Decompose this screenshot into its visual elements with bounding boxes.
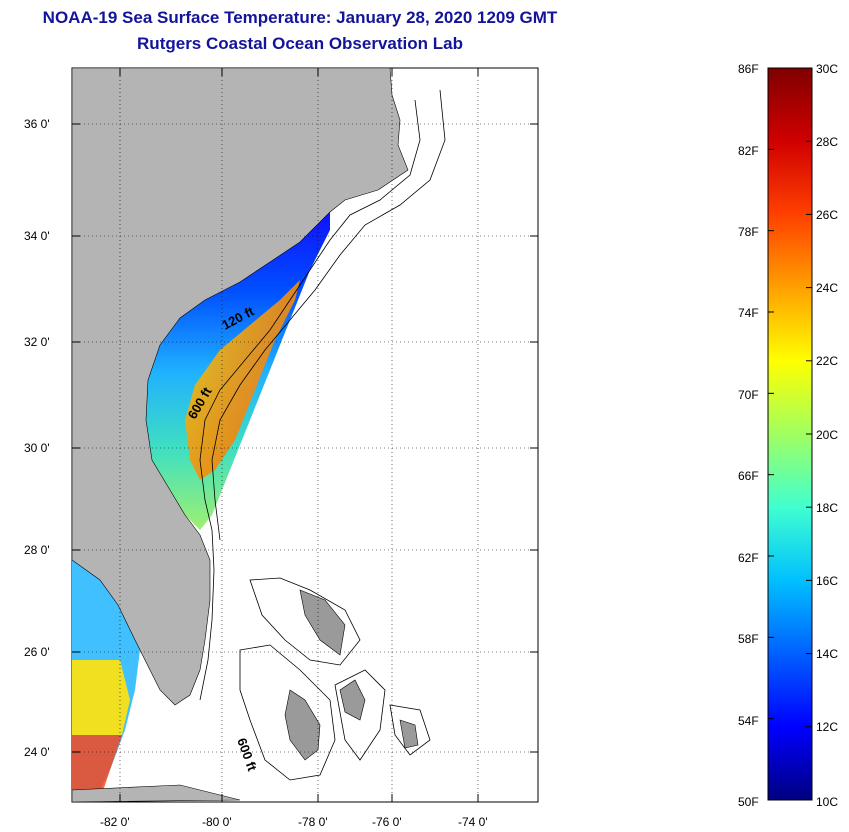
x-tick-label: -80 0' xyxy=(202,815,232,829)
land-bahamas-1 xyxy=(299,589,346,656)
land-bahamas-4 xyxy=(399,719,419,749)
colorbar-c-label: 28C xyxy=(816,135,838,149)
colorbar-f-label: 78F xyxy=(738,225,759,239)
colorbar-f-label: 50F xyxy=(738,795,759,809)
colorbar-c-label: 26C xyxy=(816,208,838,222)
map-panel: 120 ft 600 ft 600 ft xyxy=(24,67,539,829)
colorbar-c-label: 12C xyxy=(816,720,838,734)
colorbar-c-label: 24C xyxy=(816,281,838,295)
colorbar-f-label: 54F xyxy=(738,714,759,728)
chart-subtitle: Rutgers Coastal Ocean Observation Lab xyxy=(137,34,463,53)
colorbar-f-label: 82F xyxy=(738,144,759,158)
land-cuba xyxy=(71,784,241,803)
colorbar-f-label: 70F xyxy=(738,388,759,402)
colorbar-c-label: 22C xyxy=(816,354,838,368)
x-tick-label: -76 0' xyxy=(372,815,402,829)
colorbar-f-label: 66F xyxy=(738,469,759,483)
land-bahamas-3 xyxy=(339,679,366,721)
land-mainland xyxy=(71,67,409,706)
land-bahamas-2 xyxy=(284,689,321,761)
colorbar-c-label: 20C xyxy=(816,428,838,442)
y-tick-label: 32 0' xyxy=(24,335,50,349)
y-tick-label: 28 0' xyxy=(24,543,50,557)
contour-600ft xyxy=(211,89,446,541)
colorbar-f-label: 74F xyxy=(738,306,759,320)
x-tick-label: -78 0' xyxy=(298,815,328,829)
y-tick-label: 36 0' xyxy=(24,117,50,131)
colorbar-c-label: 30C xyxy=(816,62,838,76)
x-tick-label: -82 0' xyxy=(100,815,130,829)
contour-120ft xyxy=(199,99,421,701)
colorbar: 86F 82F 78F 74F 70F 66F 62F 58F 54F 50F … xyxy=(738,62,838,809)
y-tick-label: 34 0' xyxy=(24,229,50,243)
sst-swath-warm xyxy=(185,280,300,480)
contour-bahamas xyxy=(249,577,361,666)
colorbar-f-label: 86F xyxy=(738,62,759,76)
y-tick-label: 26 0' xyxy=(24,645,50,659)
colorbar-c-label: 16C xyxy=(816,574,838,588)
y-tick-label: 30 0' xyxy=(24,441,50,455)
chart-title: NOAA-19 Sea Surface Temperature: January… xyxy=(42,8,558,27)
colorbar-c-label: 10C xyxy=(816,795,838,809)
x-tick-label: -74 0' xyxy=(458,815,488,829)
grid xyxy=(72,68,538,802)
colorbar-f-label: 62F xyxy=(738,551,759,565)
colorbar-f-label: 58F xyxy=(738,632,759,646)
colorbar-c-label: 14C xyxy=(816,647,838,661)
y-tick-label: 24 0' xyxy=(24,745,50,759)
colorbar-gradient xyxy=(767,67,813,801)
colorbar-c-label: 18C xyxy=(816,501,838,515)
